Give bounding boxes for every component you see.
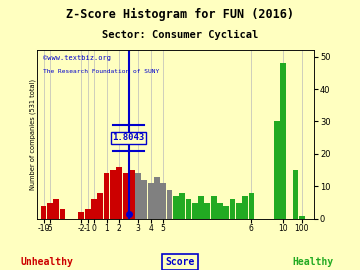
Bar — [274, 122, 279, 219]
Bar — [116, 167, 122, 219]
Text: Z-Score Histogram for FUN (2016): Z-Score Histogram for FUN (2016) — [66, 8, 294, 21]
Bar — [204, 202, 210, 219]
Bar — [148, 183, 154, 219]
Bar — [242, 196, 248, 219]
Bar — [211, 196, 217, 219]
Text: Sector: Consumer Cyclical: Sector: Consumer Cyclical — [102, 30, 258, 40]
Bar — [167, 190, 172, 219]
Bar — [104, 173, 109, 219]
Y-axis label: Number of companies (531 total): Number of companies (531 total) — [30, 79, 36, 190]
Text: Unhealthy: Unhealthy — [21, 256, 73, 266]
Bar — [122, 173, 129, 219]
Bar — [141, 180, 147, 219]
Bar — [47, 202, 53, 219]
Text: The Research Foundation of SUNY: The Research Foundation of SUNY — [43, 69, 159, 74]
Bar — [110, 170, 116, 219]
Bar — [78, 212, 84, 219]
Bar — [192, 202, 198, 219]
Bar — [160, 183, 166, 219]
Bar — [185, 199, 192, 219]
Bar — [60, 209, 66, 219]
Text: ©www.textbiz.org: ©www.textbiz.org — [43, 55, 111, 61]
Text: 1.8043: 1.8043 — [112, 133, 145, 142]
Bar — [41, 206, 46, 219]
Text: Healthy: Healthy — [293, 256, 334, 266]
Bar — [223, 206, 229, 219]
Bar — [154, 177, 160, 219]
Bar — [299, 216, 305, 219]
Bar — [198, 196, 204, 219]
Bar — [280, 63, 286, 219]
Bar — [236, 202, 242, 219]
Bar — [217, 202, 223, 219]
Bar — [53, 199, 59, 219]
Bar — [129, 170, 135, 219]
Bar — [293, 170, 298, 219]
Bar — [179, 193, 185, 219]
Bar — [248, 193, 254, 219]
Bar — [230, 199, 235, 219]
Bar — [91, 199, 97, 219]
Bar — [135, 173, 141, 219]
Bar — [97, 193, 103, 219]
Bar — [173, 196, 179, 219]
Text: Score: Score — [165, 256, 195, 266]
Bar — [85, 209, 91, 219]
